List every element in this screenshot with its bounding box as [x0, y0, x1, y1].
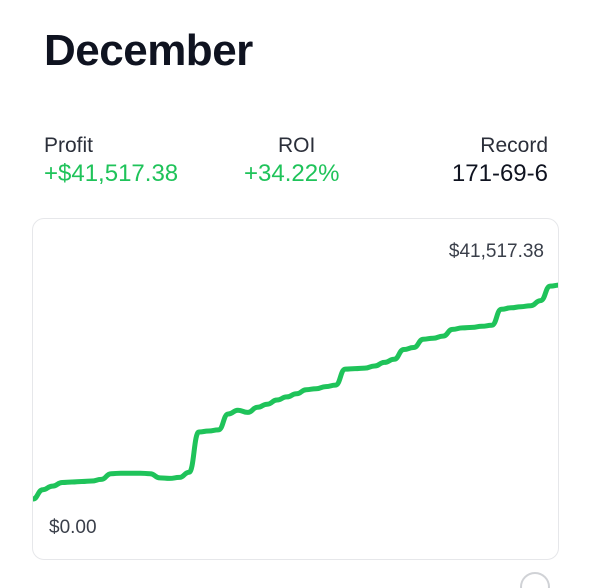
record-stat: Record 171-69-6: [452, 134, 548, 188]
record-value: 171-69-6: [451, 160, 548, 187]
chart-max-label: $41,517.38: [448, 241, 544, 262]
roi-value: +34.22%: [244, 160, 340, 187]
profit-chart-card[interactable]: $41,517.38 $0.00: [32, 218, 559, 560]
profit-chart: [33, 282, 558, 502]
partial-circle-icon: [520, 572, 550, 588]
profit-label: Profit: [44, 134, 94, 157]
profit-value: +$41,517.38: [44, 160, 179, 187]
profit-series-line: [33, 282, 558, 502]
page-title: December: [44, 26, 253, 75]
roi-label: ROI: [278, 134, 316, 157]
profit-stat: Profit +$41,517.38: [44, 134, 178, 188]
roi-stat: ROI +34.22%: [244, 134, 339, 188]
chart-min-label: $0.00: [49, 517, 97, 538]
record-label: Record: [480, 134, 548, 157]
